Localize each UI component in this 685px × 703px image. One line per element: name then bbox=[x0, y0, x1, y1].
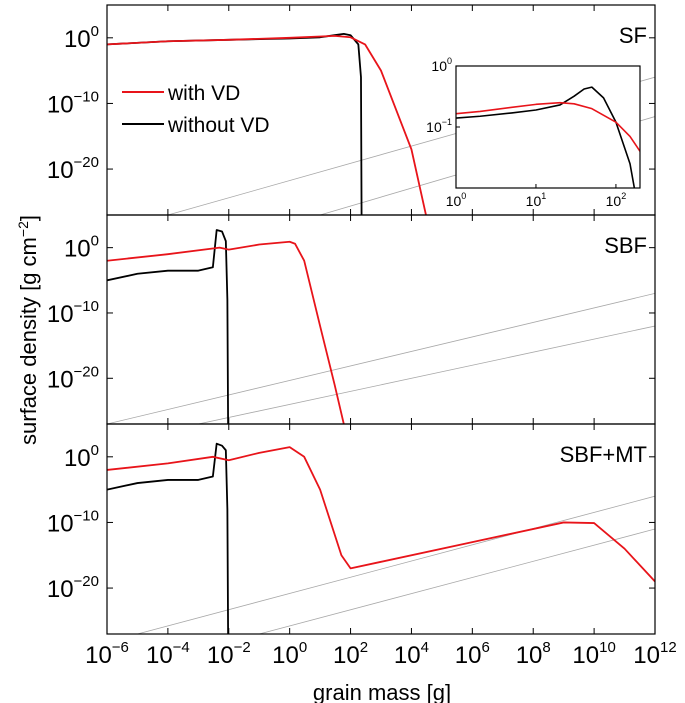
y-axis-label-main: surface density [g cm bbox=[16, 237, 41, 445]
series-with-vd-sbf bbox=[107, 240, 345, 424]
y-tick-label-sf: 10−20 bbox=[47, 154, 99, 184]
y-tick-label-sbf: 10−10 bbox=[47, 298, 99, 328]
x-tick-label: 10−2 bbox=[207, 639, 251, 669]
reference-line-sbf-mt-2 bbox=[259, 528, 655, 634]
y-tick-label-inset: 100 bbox=[431, 56, 452, 74]
legend-label-with-vd: with VD bbox=[167, 82, 240, 105]
series-with-vd-sbf-mt bbox=[107, 446, 655, 583]
panel-inset: 100 10−1 100 101 102 bbox=[426, 56, 641, 209]
y-tick-label-sbf-mt: 100 bbox=[64, 442, 99, 472]
y-tick-label-inset: 10−1 bbox=[426, 117, 452, 135]
y-axis-label-sup: −2 bbox=[15, 221, 31, 237]
series-without-vd-sbf-mt bbox=[107, 442, 229, 634]
reference-line-sbf-2 bbox=[198, 325, 655, 424]
y-axis-label-end: ] bbox=[16, 215, 41, 221]
x-tick-label: 104 bbox=[394, 639, 429, 669]
panel-sbf-mt: 100 10−10 10−20 10−6 10−4 10−2 100 102 104 106 108… bbox=[47, 423, 677, 669]
reference-line-sbf-mt-1 bbox=[137, 495, 655, 634]
plot-area-sbf-mt bbox=[107, 442, 655, 634]
y-tick-label-sbf: 100 bbox=[64, 233, 99, 263]
frame-sbf bbox=[106, 214, 656, 425]
series-with-vd-sf bbox=[107, 34, 427, 215]
series-without-vd-inset bbox=[456, 86, 636, 188]
x-tick-label: 1010 bbox=[572, 639, 615, 669]
panels: 10010−1010−20SF10010−1010−20SBF10010−101… bbox=[47, 4, 677, 669]
y-tick-label-sf: 100 bbox=[64, 23, 99, 53]
x-tick-label: 100 bbox=[272, 639, 307, 669]
frame-sbf-mt bbox=[106, 423, 656, 635]
x-tick-label: 106 bbox=[455, 639, 490, 669]
plot-area-sbf bbox=[107, 229, 655, 424]
legend-label-without-vd: without VD bbox=[167, 114, 270, 137]
x-tick-label-inset: 101 bbox=[526, 191, 547, 209]
x-axis-label: grain mass [g] bbox=[313, 680, 451, 703]
series-with-vd-inset bbox=[456, 101, 640, 152]
x-tick-label: 10−6 bbox=[85, 639, 129, 669]
frame-inset-background bbox=[455, 65, 641, 189]
y-tick-label-sbf-mt: 10−10 bbox=[47, 507, 99, 537]
legend: with VD without VD bbox=[122, 82, 270, 137]
panel-label-sf: SF bbox=[619, 23, 647, 48]
reference-line-sbf-1 bbox=[107, 292, 655, 424]
y-tick-label-sf: 10−10 bbox=[47, 88, 99, 118]
panel-sbf: 100 10−10 10−20 SBF bbox=[47, 214, 656, 425]
x-tick-label: 102 bbox=[333, 639, 368, 669]
y-axis-label: surface density [g cm−2] bbox=[15, 215, 41, 445]
y-tick-label-sbf: 10−20 bbox=[47, 363, 99, 393]
plot-area-inset bbox=[456, 86, 640, 188]
panel-label-sbf-mt: SBF+MT bbox=[560, 442, 647, 467]
x-tick-label-inset: 100 bbox=[446, 191, 467, 209]
x-tick-label-inset: 102 bbox=[606, 191, 627, 209]
x-tick-label: 108 bbox=[516, 639, 551, 669]
x-tick-label: 10−4 bbox=[146, 639, 190, 669]
panel-label-sbf: SBF bbox=[604, 233, 647, 258]
y-tick-label-sbf-mt: 10−20 bbox=[47, 573, 99, 603]
x-tick-label: 1012 bbox=[633, 639, 676, 669]
